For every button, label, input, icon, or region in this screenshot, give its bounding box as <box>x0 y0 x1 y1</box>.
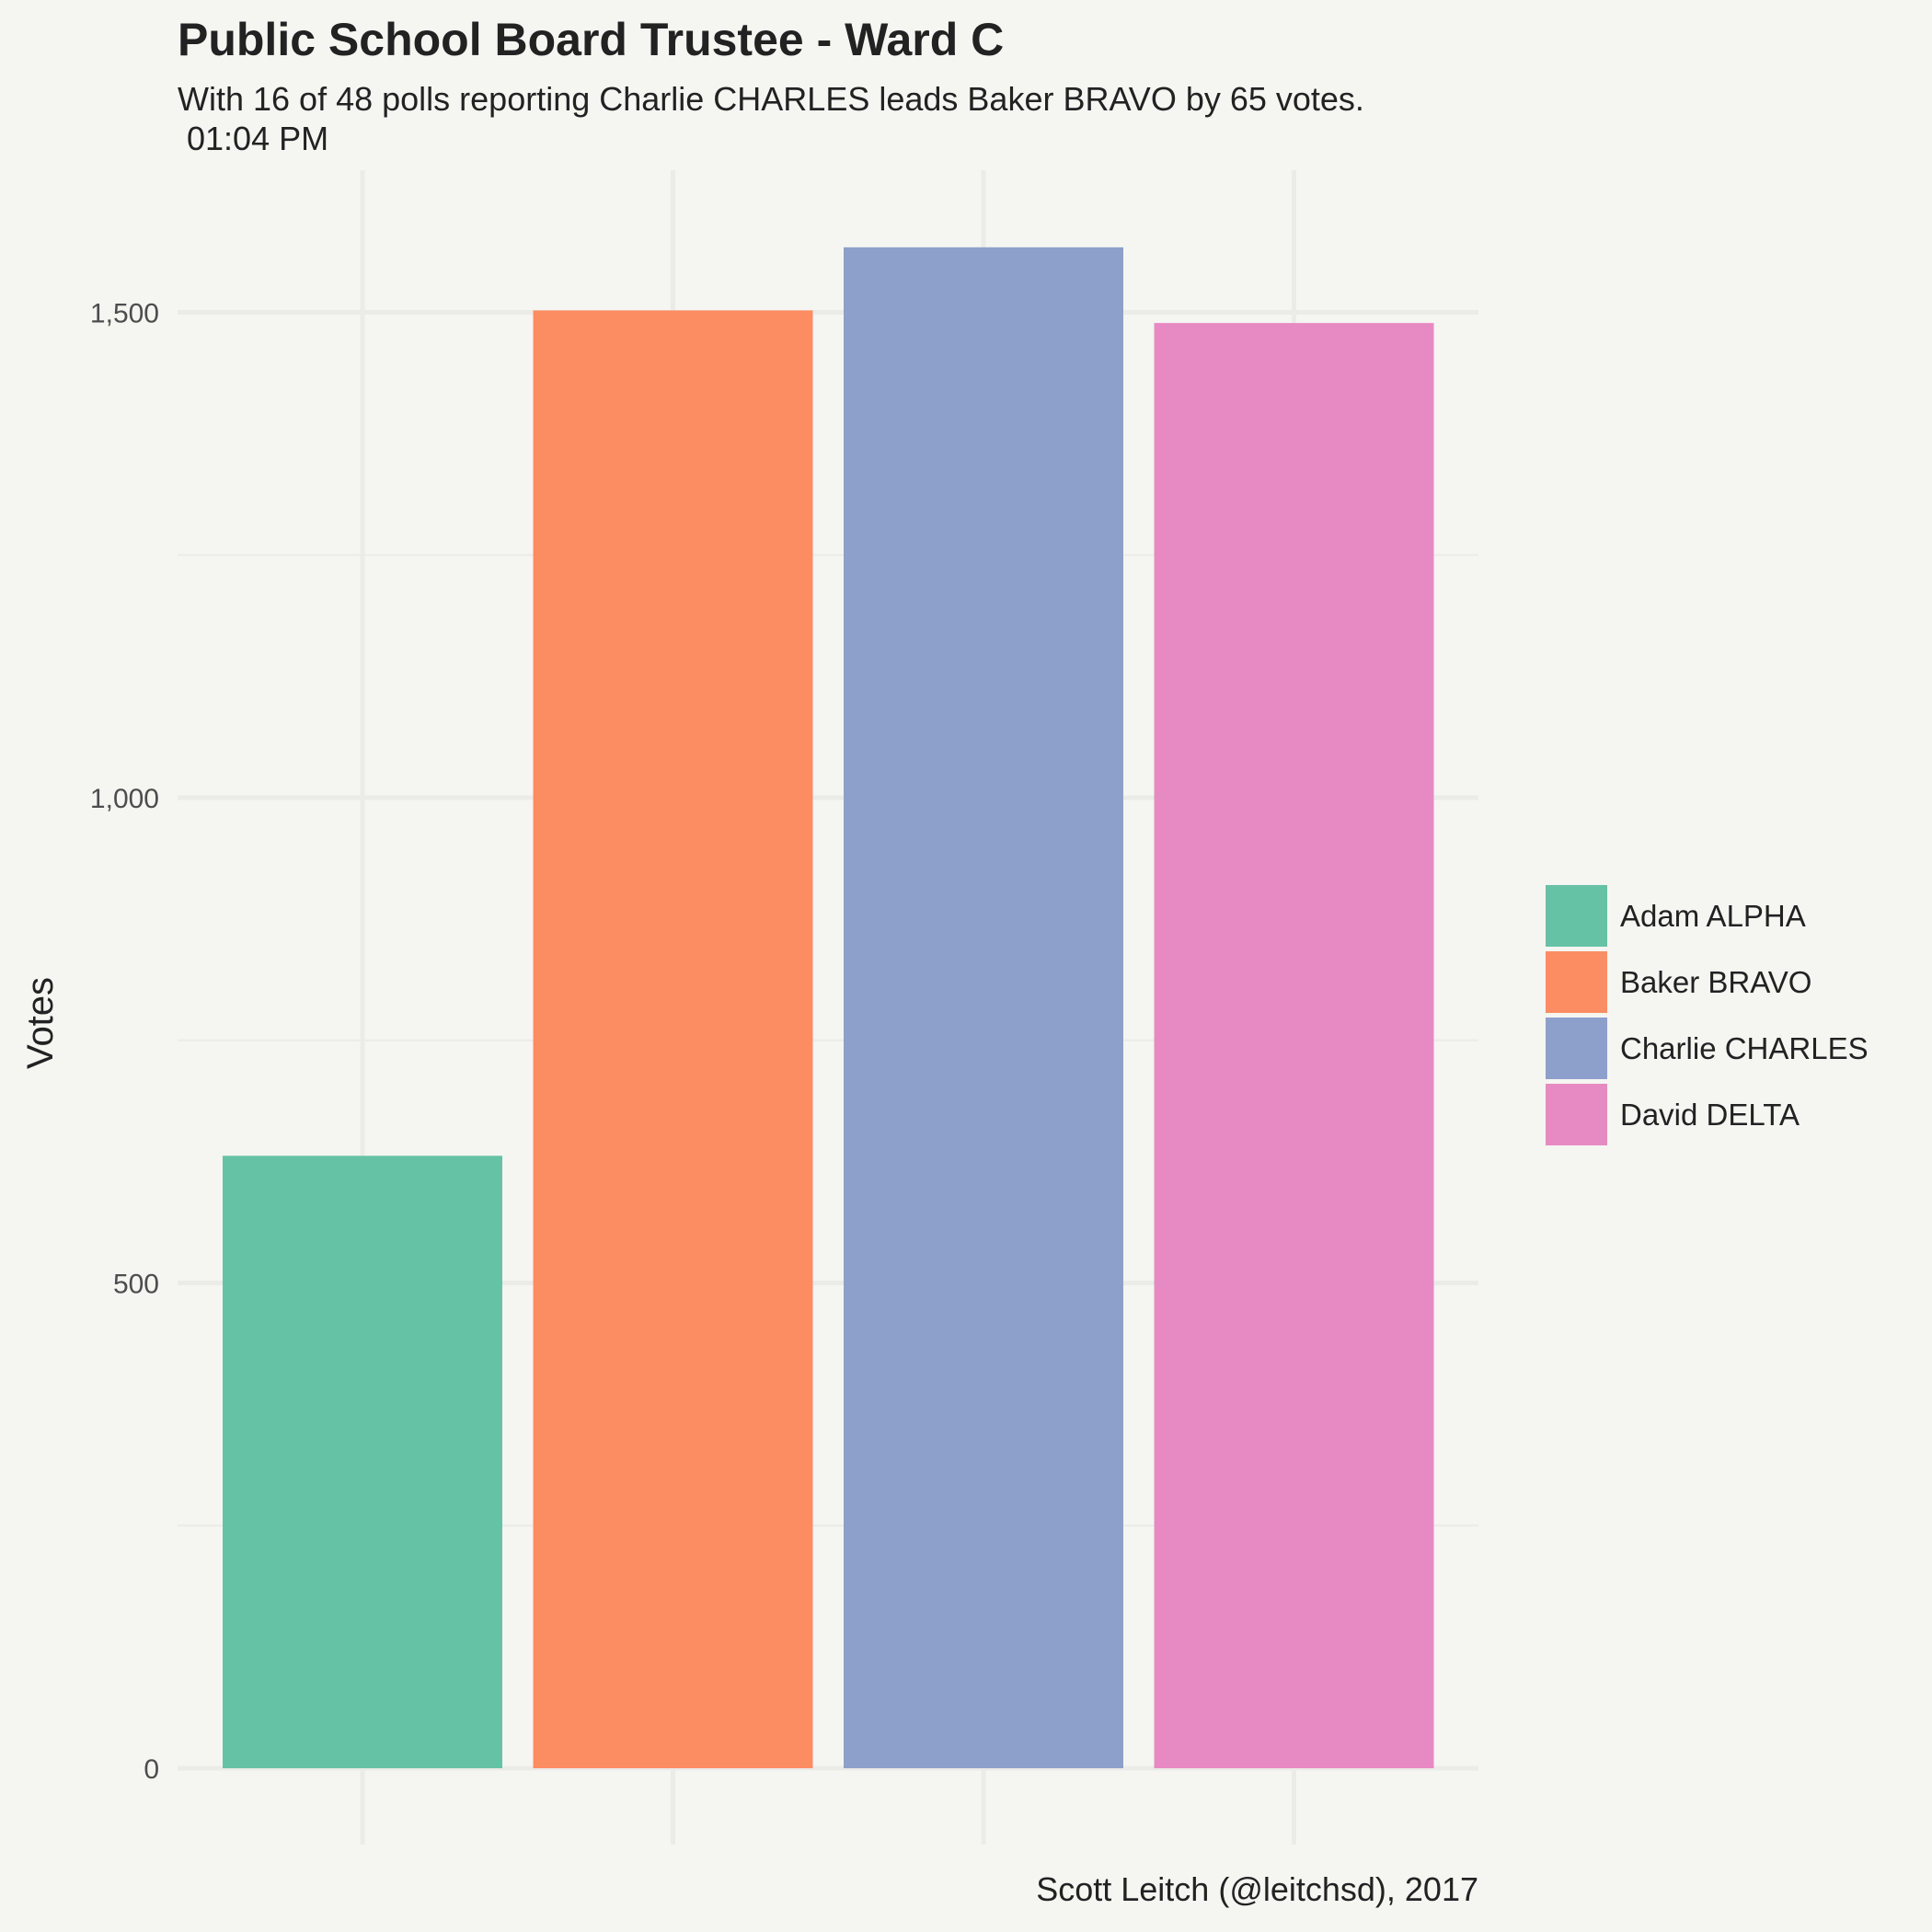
legend-label: Charlie CHARLES <box>1620 1031 1869 1065</box>
legend-swatch <box>1546 1018 1607 1079</box>
y-tick-label: 1,000 <box>90 784 159 814</box>
legend-label: Baker BRAVO <box>1620 965 1811 999</box>
y-tick-label: 500 <box>113 1270 159 1300</box>
legend-swatch <box>1546 951 1607 1013</box>
y-axis-ticks: 0 500 1,000 1,500 <box>90 299 159 1786</box>
bar-david-delta <box>1154 323 1434 1769</box>
chart-subtitle-line-2: 01:04 PM <box>178 120 328 157</box>
y-tick-label: 1,500 <box>90 299 159 329</box>
bars <box>223 247 1434 1769</box>
chart-caption: Scott Leitch (@leitchsd), 2017 <box>1036 1870 1478 1908</box>
chart-title: Public School Board Trustee - Ward C <box>178 14 1004 65</box>
legend-label: David DELTA <box>1620 1098 1800 1132</box>
y-tick-label: 0 <box>144 1754 159 1785</box>
legend-swatch <box>1546 1084 1607 1145</box>
chart-subtitle-line-1: With 16 of 48 polls reporting Charlie CH… <box>178 80 1364 118</box>
legend: Adam ALPHA Baker BRAVO Charlie CHARLES Davi… <box>1546 885 1869 1145</box>
bar-adam-alpha <box>223 1156 502 1768</box>
bar-charlie-charles <box>844 247 1123 1769</box>
legend-swatch <box>1546 885 1607 947</box>
y-axis-title: Votes <box>20 977 61 1069</box>
legend-label: Adam ALPHA <box>1620 899 1806 933</box>
bar-baker-bravo <box>533 310 813 1768</box>
